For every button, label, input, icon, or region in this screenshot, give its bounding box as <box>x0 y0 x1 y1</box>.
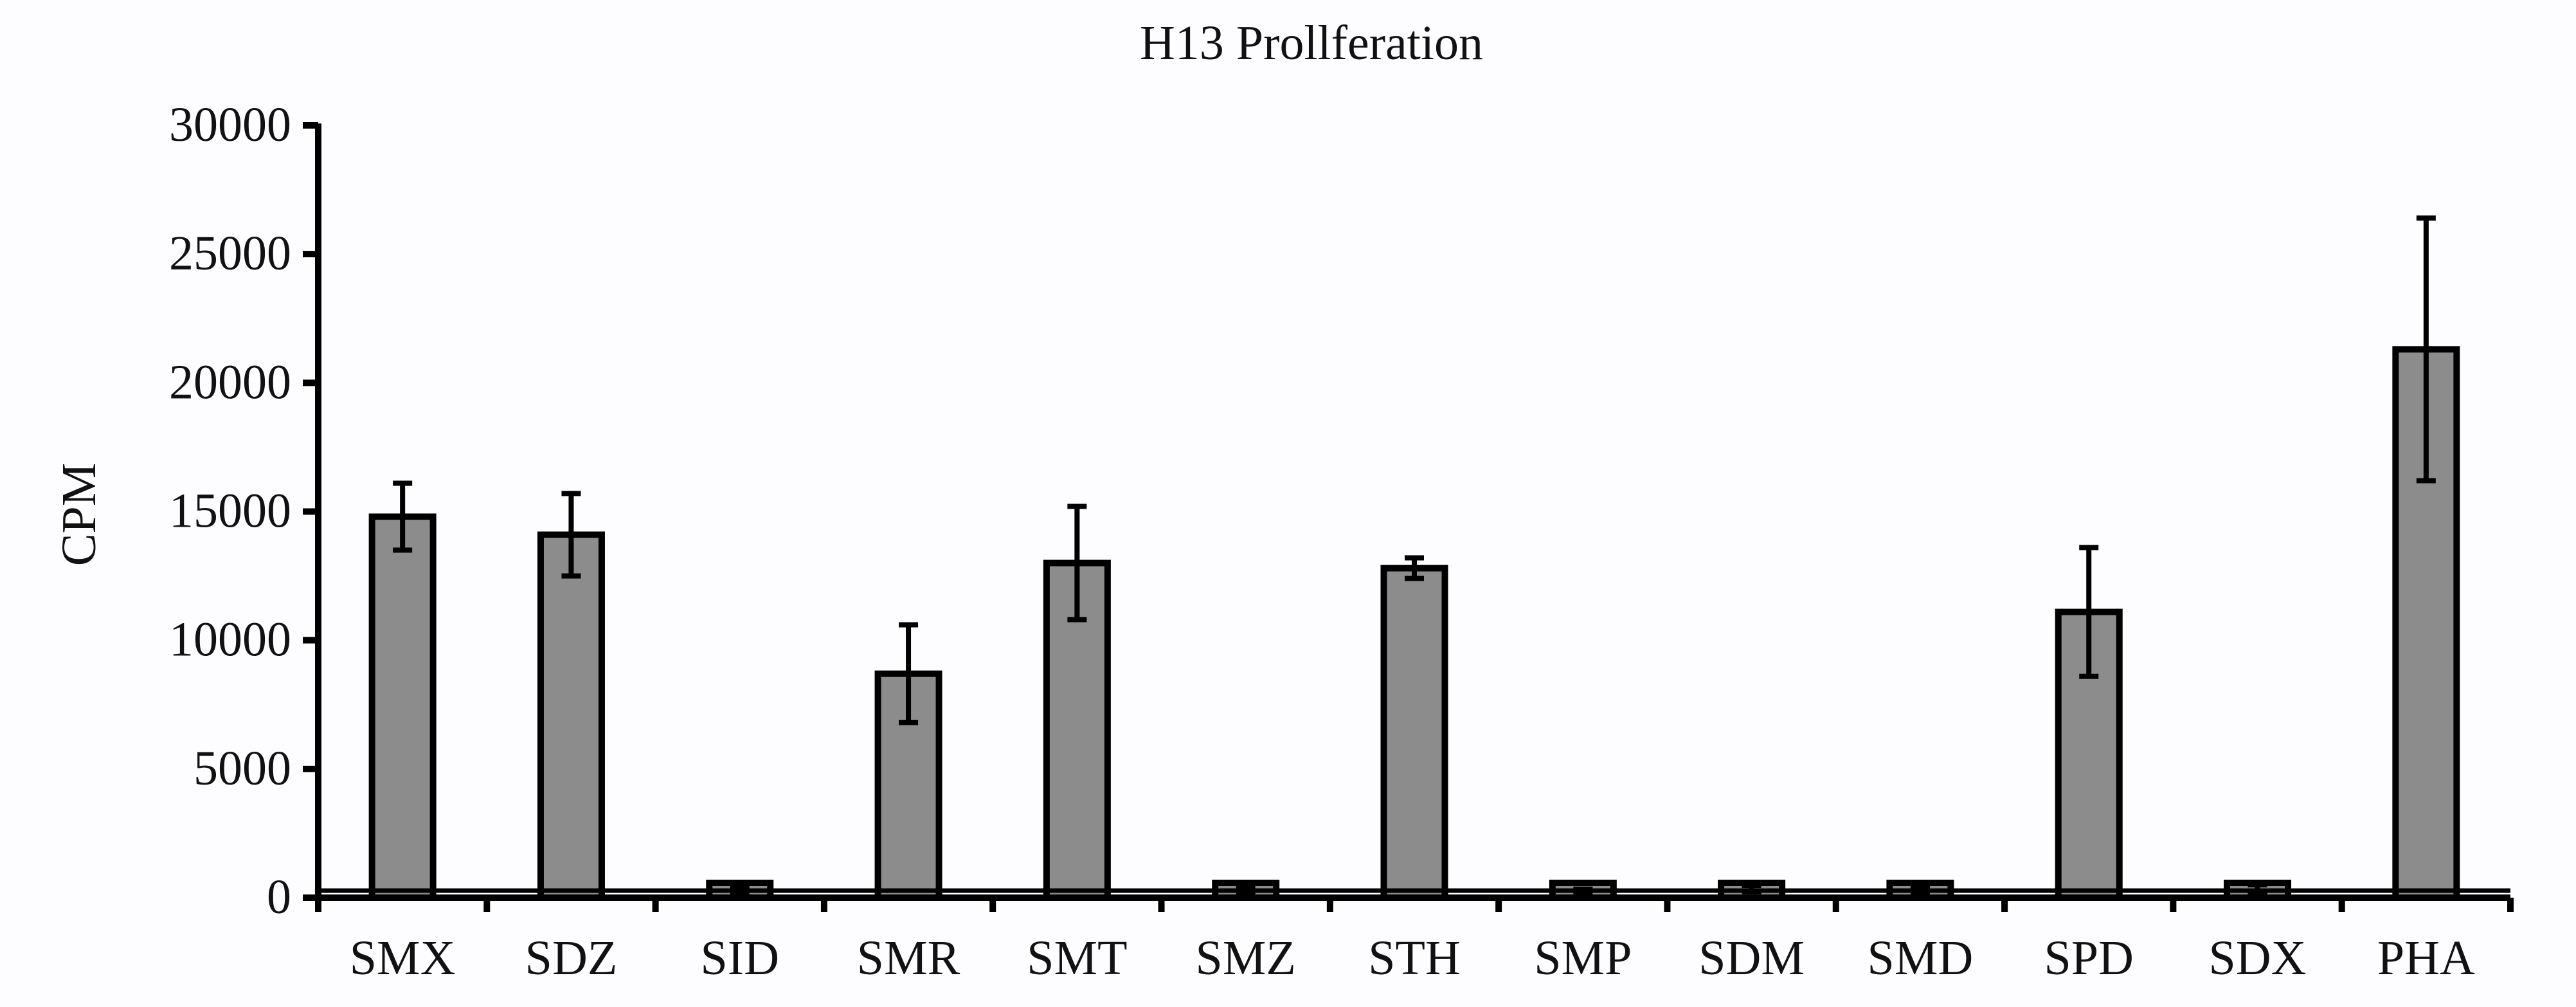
y-tick-label: 15000 <box>169 484 291 538</box>
x-tick-label: SDM <box>1698 931 1805 985</box>
x-tick-label: SDZ <box>525 931 618 985</box>
bar-sdz <box>537 531 605 901</box>
x-tick-label: SMX <box>350 931 456 985</box>
y-tick-label: 5000 <box>194 741 291 795</box>
bar-sth <box>1380 565 1448 901</box>
bars <box>368 215 2460 901</box>
y-tick-label: 10000 <box>169 613 291 667</box>
y-axis-label: CPM <box>52 463 106 567</box>
chart-title: H13 Prollferation <box>1140 16 1483 70</box>
x-tick-label: PHA <box>2377 931 2475 985</box>
x-tick-label: SID <box>701 931 779 985</box>
x-tick-label: SMR <box>857 931 960 985</box>
x-tick-label: SMT <box>1027 931 1127 985</box>
y-axis: 0 5000 10000 15000 20000 25000 30000 <box>169 98 321 924</box>
x-tick-label: SDX <box>2209 931 2307 985</box>
y-tick-label: 25000 <box>169 226 291 280</box>
y-tick-label: 0 <box>267 870 291 924</box>
x-tick-label: STH <box>1368 931 1461 985</box>
x-tick-label: SMP <box>1534 931 1632 985</box>
x-tick-label: SMD <box>1868 931 1974 985</box>
y-tick-label: 20000 <box>169 355 291 409</box>
x-tick-label: SMZ <box>1196 931 1296 985</box>
x-axis: SMX SDZ SID SMR SMT SMZ STH SMP SDM SMD SPD SDX PHA <box>315 888 2514 985</box>
y-tick-label: 30000 <box>169 98 291 152</box>
bar-smx <box>368 513 437 901</box>
x-tick-label: SPD <box>2044 931 2134 985</box>
